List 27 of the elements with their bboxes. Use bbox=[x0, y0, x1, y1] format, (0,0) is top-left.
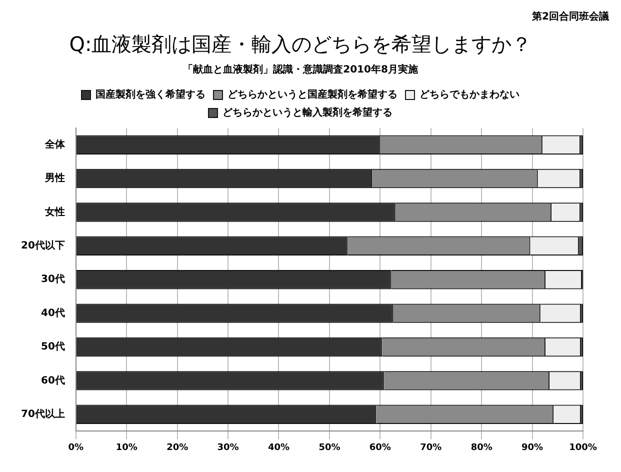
y-tick-label: 20代以下 bbox=[20, 240, 65, 252]
x-tick-label: 100% bbox=[569, 442, 597, 453]
x-tick-label: 60% bbox=[369, 442, 391, 453]
y-tick-label: 50代 bbox=[40, 340, 65, 353]
legend-label: どちらかというと国産製剤を希望する bbox=[228, 88, 398, 101]
text: 第2回合同班会議 bbox=[531, 10, 609, 23]
chart-subtitle: 「献血と血液製剤」認識・意識調査2010年8月実施 bbox=[183, 64, 419, 76]
y-tick-label: 30代 bbox=[40, 273, 65, 286]
legend-label: 国産製剤を強く希望する bbox=[96, 88, 206, 101]
x-tick-label: 40% bbox=[268, 442, 290, 453]
y-tick-label: 全体 bbox=[44, 138, 66, 150]
legend-label: どちらかというと輸入製剤を希望する bbox=[222, 106, 392, 119]
x-tick-label: 80% bbox=[470, 442, 492, 453]
y-tick-label: 男性 bbox=[44, 172, 65, 184]
chart-title: Q:血液製剤は国産・輸入のどちらを希望しますか？ bbox=[69, 32, 532, 56]
x-tick-label: 90% bbox=[522, 442, 544, 453]
y-tick-label: 女性 bbox=[44, 206, 65, 218]
y-tick-label: 40代 bbox=[40, 306, 65, 319]
x-tick-label: 20% bbox=[166, 442, 188, 453]
y-tick-label: 60代 bbox=[40, 374, 65, 386]
x-tick-label: 70% bbox=[420, 442, 442, 453]
y-tick-label: 70代以上 bbox=[20, 408, 65, 420]
x-tick-label: 30% bbox=[217, 442, 239, 453]
x-tick-label: 0% bbox=[68, 442, 84, 453]
x-tick-label: 10% bbox=[116, 442, 138, 453]
legend-label: どちらでもかまわない bbox=[420, 90, 520, 101]
x-tick-label: 50% bbox=[318, 442, 340, 453]
